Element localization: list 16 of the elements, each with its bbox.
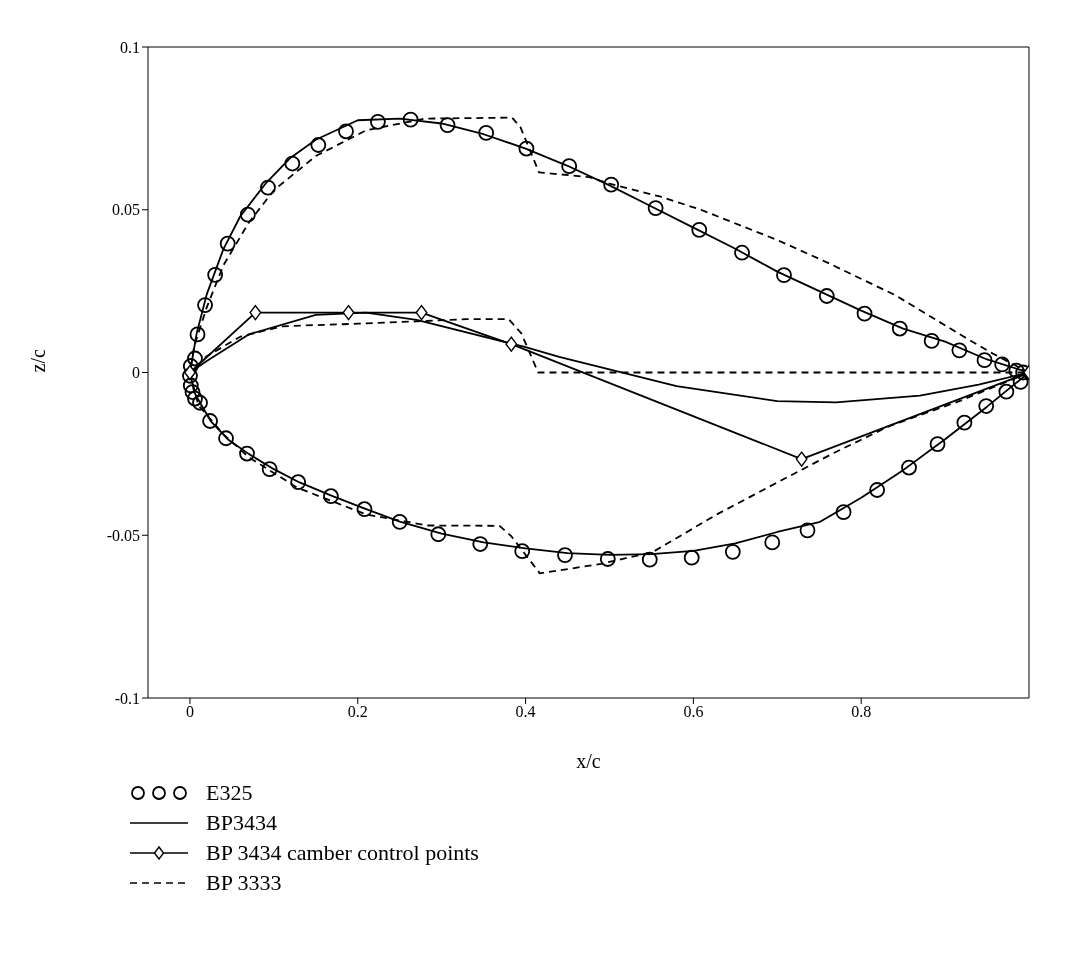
y-tick-label: 0	[132, 364, 140, 382]
y-tick-label: -0.05	[106, 526, 140, 544]
legend-label: BP 3333	[206, 870, 282, 896]
legend-label: BP 3434 camber control points	[206, 840, 479, 866]
x-tick-label: 0.2	[347, 703, 368, 721]
y-tick-label: -0.1	[114, 689, 140, 707]
legend-label: BP3434	[206, 810, 277, 836]
x-tick-label: 0	[185, 703, 194, 721]
x-tick-label: 0.6	[683, 703, 704, 721]
y-axis-title: z/c	[27, 349, 50, 373]
x-tick-label: 0.4	[515, 703, 536, 721]
y-tick-label: 0.1	[120, 38, 140, 56]
y-tick-label: 0.05	[112, 201, 140, 219]
x-tick-label: 0.8	[851, 703, 872, 721]
legend-label: E325	[206, 780, 253, 806]
x-axis-title: x/c	[576, 750, 601, 772]
